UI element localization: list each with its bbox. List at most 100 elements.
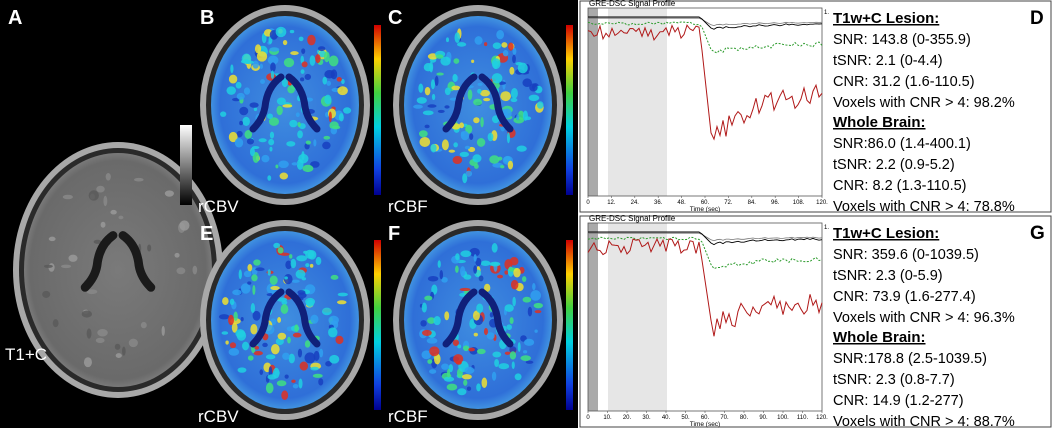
texture xyxy=(534,329,538,333)
texture xyxy=(161,325,165,336)
texture xyxy=(276,380,287,387)
texture xyxy=(491,73,503,84)
texture xyxy=(267,113,273,119)
texture xyxy=(86,289,98,295)
texture xyxy=(510,279,519,290)
texture xyxy=(239,106,249,116)
texture xyxy=(220,111,227,117)
texture xyxy=(179,220,190,231)
texture xyxy=(297,292,307,299)
texture xyxy=(292,384,299,389)
stats-line: tSNR: 2.3 (0.8-7.7) xyxy=(833,372,955,388)
texture xyxy=(290,258,297,269)
texture xyxy=(445,37,450,43)
x-tick-label: 60. xyxy=(701,415,710,421)
texture xyxy=(462,173,468,184)
texture xyxy=(477,88,482,94)
texture xyxy=(301,48,306,54)
x-tick-label: 10. xyxy=(603,415,612,421)
texture xyxy=(279,252,290,256)
texture xyxy=(310,161,320,168)
texture xyxy=(313,350,320,361)
texture xyxy=(502,108,512,119)
texture xyxy=(275,26,287,38)
texture xyxy=(251,274,258,282)
texture xyxy=(464,366,475,374)
texture xyxy=(446,383,458,391)
texture xyxy=(317,46,326,52)
texture xyxy=(476,348,486,355)
texture xyxy=(322,76,328,85)
texture xyxy=(249,147,255,157)
texture xyxy=(483,42,488,47)
texture xyxy=(338,113,344,122)
texture xyxy=(478,275,484,282)
texture xyxy=(522,78,532,88)
texture xyxy=(497,156,503,161)
texture xyxy=(265,354,276,360)
texture xyxy=(455,253,460,261)
texture xyxy=(516,145,527,152)
texture xyxy=(474,163,479,169)
texture xyxy=(436,72,444,76)
texture xyxy=(336,77,342,82)
x-tick-label: 0 xyxy=(586,415,590,421)
texture xyxy=(467,89,473,101)
texture xyxy=(250,302,256,313)
texture xyxy=(289,119,298,128)
texture xyxy=(315,54,321,64)
texture xyxy=(236,330,247,341)
texture xyxy=(103,195,108,207)
texture xyxy=(491,58,501,70)
image-label: rCBV xyxy=(198,197,239,216)
texture xyxy=(336,300,347,305)
texture xyxy=(253,107,258,112)
texture xyxy=(254,345,260,350)
texture xyxy=(252,284,256,296)
panel-letter: C xyxy=(388,7,402,29)
texture xyxy=(229,342,237,349)
texture xyxy=(42,290,51,298)
texture xyxy=(221,331,229,335)
texture xyxy=(269,146,273,152)
texture xyxy=(457,344,462,349)
texture xyxy=(337,292,348,297)
texture xyxy=(448,149,456,153)
texture xyxy=(483,328,488,336)
x-tick-label: 20. xyxy=(623,415,632,421)
texture xyxy=(232,289,242,296)
texture xyxy=(343,107,352,114)
texture xyxy=(284,276,288,280)
texture xyxy=(441,276,448,283)
x-tick-label: 120. xyxy=(816,200,828,206)
texture xyxy=(243,87,251,95)
texture xyxy=(506,324,512,330)
texture xyxy=(489,312,494,318)
texture xyxy=(307,250,317,260)
texture xyxy=(252,60,259,69)
texture xyxy=(476,303,484,314)
texture xyxy=(451,85,461,91)
texture xyxy=(281,77,289,88)
texture xyxy=(506,132,510,144)
texture xyxy=(287,336,291,344)
texture xyxy=(310,366,319,371)
texture xyxy=(265,382,274,394)
y-tick-label: 1. xyxy=(824,10,829,16)
texture xyxy=(318,378,324,386)
texture xyxy=(228,74,238,84)
stats-line: tSNR: 2.2 (0.9-5.2) xyxy=(833,157,955,173)
texture xyxy=(424,124,430,129)
panel-letter: D xyxy=(1030,8,1044,29)
texture xyxy=(300,77,305,82)
texture xyxy=(322,141,331,150)
texture xyxy=(231,322,238,333)
texture xyxy=(536,101,544,109)
texture xyxy=(422,329,432,337)
texture xyxy=(472,154,482,163)
baseline-shade xyxy=(588,223,598,411)
panel-letter: A xyxy=(8,7,22,29)
texture xyxy=(473,98,483,106)
texture xyxy=(242,116,250,127)
texture xyxy=(247,355,254,361)
